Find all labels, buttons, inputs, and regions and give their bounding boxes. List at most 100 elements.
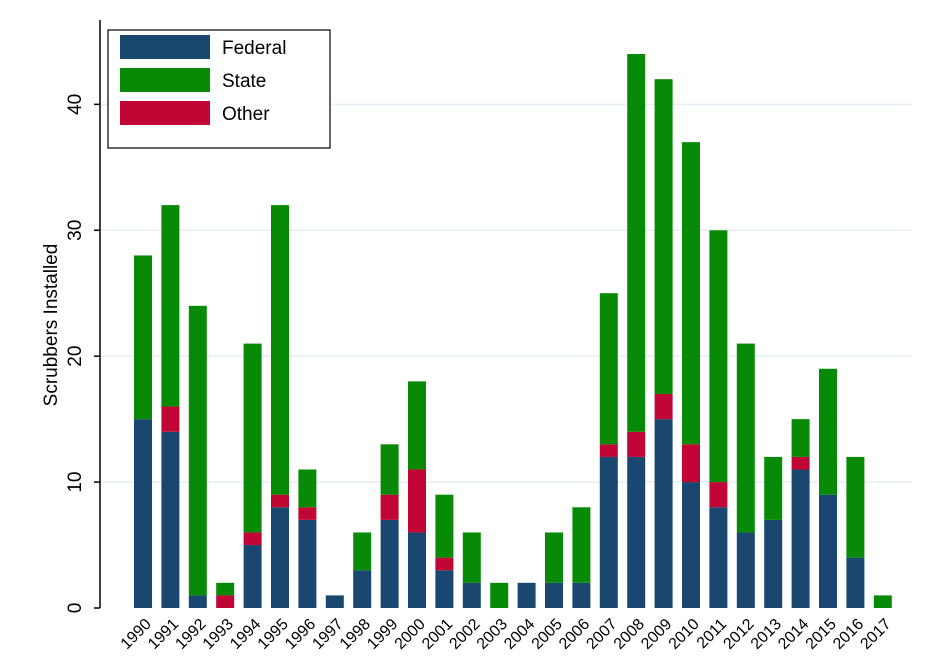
bar-segment <box>271 507 289 608</box>
x-tick-label: 1998 <box>337 616 374 653</box>
x-tick-label: 2004 <box>501 616 538 653</box>
bar-segment <box>271 205 289 495</box>
bar-segment <box>435 494 454 558</box>
bar-segment <box>435 557 454 571</box>
bar-segment <box>709 230 728 483</box>
x-tick-label: 1991 <box>145 616 182 653</box>
bar-segment <box>243 532 262 546</box>
x-tick-label: 2007 <box>583 616 620 653</box>
bar-segment <box>873 595 892 608</box>
bar-segment <box>517 582 536 608</box>
bar-segment <box>216 582 235 596</box>
x-tick-label: 1993 <box>200 616 237 653</box>
bar-segment <box>791 469 810 608</box>
x-tick-label: 2010 <box>666 616 703 653</box>
bar-segment <box>682 482 700 608</box>
bar-segment <box>846 557 865 608</box>
bar-segment <box>161 431 180 608</box>
bar-segment <box>188 595 207 608</box>
y-tick-label: 0 <box>65 603 86 614</box>
bar-segment <box>709 507 728 608</box>
bar-segment <box>599 456 618 608</box>
bar-segment <box>188 305 207 596</box>
bar-segment <box>243 545 262 608</box>
x-tick-label: 2002 <box>446 616 483 653</box>
bar-segment <box>764 456 783 520</box>
bar-segment <box>654 79 673 394</box>
bar-segment <box>682 444 700 483</box>
bar-segment <box>654 393 673 420</box>
bar-segment <box>380 494 399 520</box>
bar-segment <box>161 406 180 432</box>
x-tick-label: 1996 <box>282 616 319 653</box>
y-tick-label: 40 <box>65 94 86 115</box>
bar-segment <box>462 532 481 583</box>
x-tick-label: 2003 <box>474 616 511 653</box>
bar-segment <box>462 582 481 608</box>
bar-segment <box>353 532 372 571</box>
x-tick-label: 1992 <box>172 616 209 653</box>
bar-segment <box>791 456 810 470</box>
bar-segment <box>846 456 865 558</box>
bar-segment <box>298 469 317 508</box>
x-tick-label: 2009 <box>638 616 675 653</box>
x-tick-label: 2014 <box>775 616 812 653</box>
bar-segment <box>764 519 783 608</box>
bar-segment <box>353 570 372 608</box>
bar-segment <box>599 293 618 445</box>
bar-segment <box>298 507 317 520</box>
x-tick-label: 2016 <box>830 616 867 653</box>
bar-segment <box>682 142 700 445</box>
x-tick-label: 2013 <box>748 616 785 653</box>
x-tick-label: 2001 <box>419 616 456 653</box>
x-tick-label: 1997 <box>309 616 346 653</box>
bar-segment <box>599 444 618 457</box>
bar-segment <box>627 456 646 608</box>
legend-label: Federal <box>222 38 286 59</box>
x-tick-label: 2008 <box>611 616 648 653</box>
x-tick-label: 1995 <box>255 616 292 653</box>
bar-segment <box>572 582 591 608</box>
legend-label: State <box>222 71 266 92</box>
bar-segment <box>435 570 454 608</box>
bar-segment <box>161 205 180 407</box>
x-tick-label: 2005 <box>529 616 566 653</box>
y-axis-label: Scrubbers Installed <box>41 244 62 407</box>
bar-segment <box>271 494 289 508</box>
x-tick-label: 2012 <box>720 616 757 653</box>
x-tick-label: 2015 <box>803 616 840 653</box>
bar-segment <box>380 519 399 608</box>
bar-segment <box>380 444 399 495</box>
bar-segment <box>627 53 646 432</box>
x-tick-label: 1999 <box>364 616 401 653</box>
bar-segment <box>298 519 317 608</box>
x-tick-label: 2000 <box>392 616 429 653</box>
bar-segment <box>545 532 563 583</box>
bar-segment <box>736 343 755 533</box>
bar-segment <box>408 469 426 533</box>
bar-segment <box>709 482 728 508</box>
bar-segment <box>627 431 646 457</box>
bar-segment <box>408 381 426 470</box>
bar-segment <box>736 532 755 608</box>
bar-segment <box>243 343 262 533</box>
bar-segment <box>325 595 344 608</box>
bar-segment <box>134 419 152 608</box>
y-tick-label: 10 <box>65 472 86 493</box>
legend-label: Other <box>222 104 270 125</box>
bar-segment <box>791 419 810 457</box>
legend-swatch <box>120 101 210 125</box>
legend-swatch <box>120 35 210 59</box>
bar-segment <box>545 582 563 608</box>
legend-swatch <box>120 68 210 92</box>
x-tick-label: 1990 <box>118 616 155 653</box>
x-tick-label: 2017 <box>857 616 894 653</box>
bar-segment <box>572 507 591 583</box>
x-tick-label: 1994 <box>227 616 264 653</box>
bar-segment <box>819 494 837 608</box>
bar-segment <box>134 255 152 420</box>
bar-segment <box>490 582 509 608</box>
y-tick-label: 30 <box>65 220 86 241</box>
bar-segment <box>654 419 673 608</box>
